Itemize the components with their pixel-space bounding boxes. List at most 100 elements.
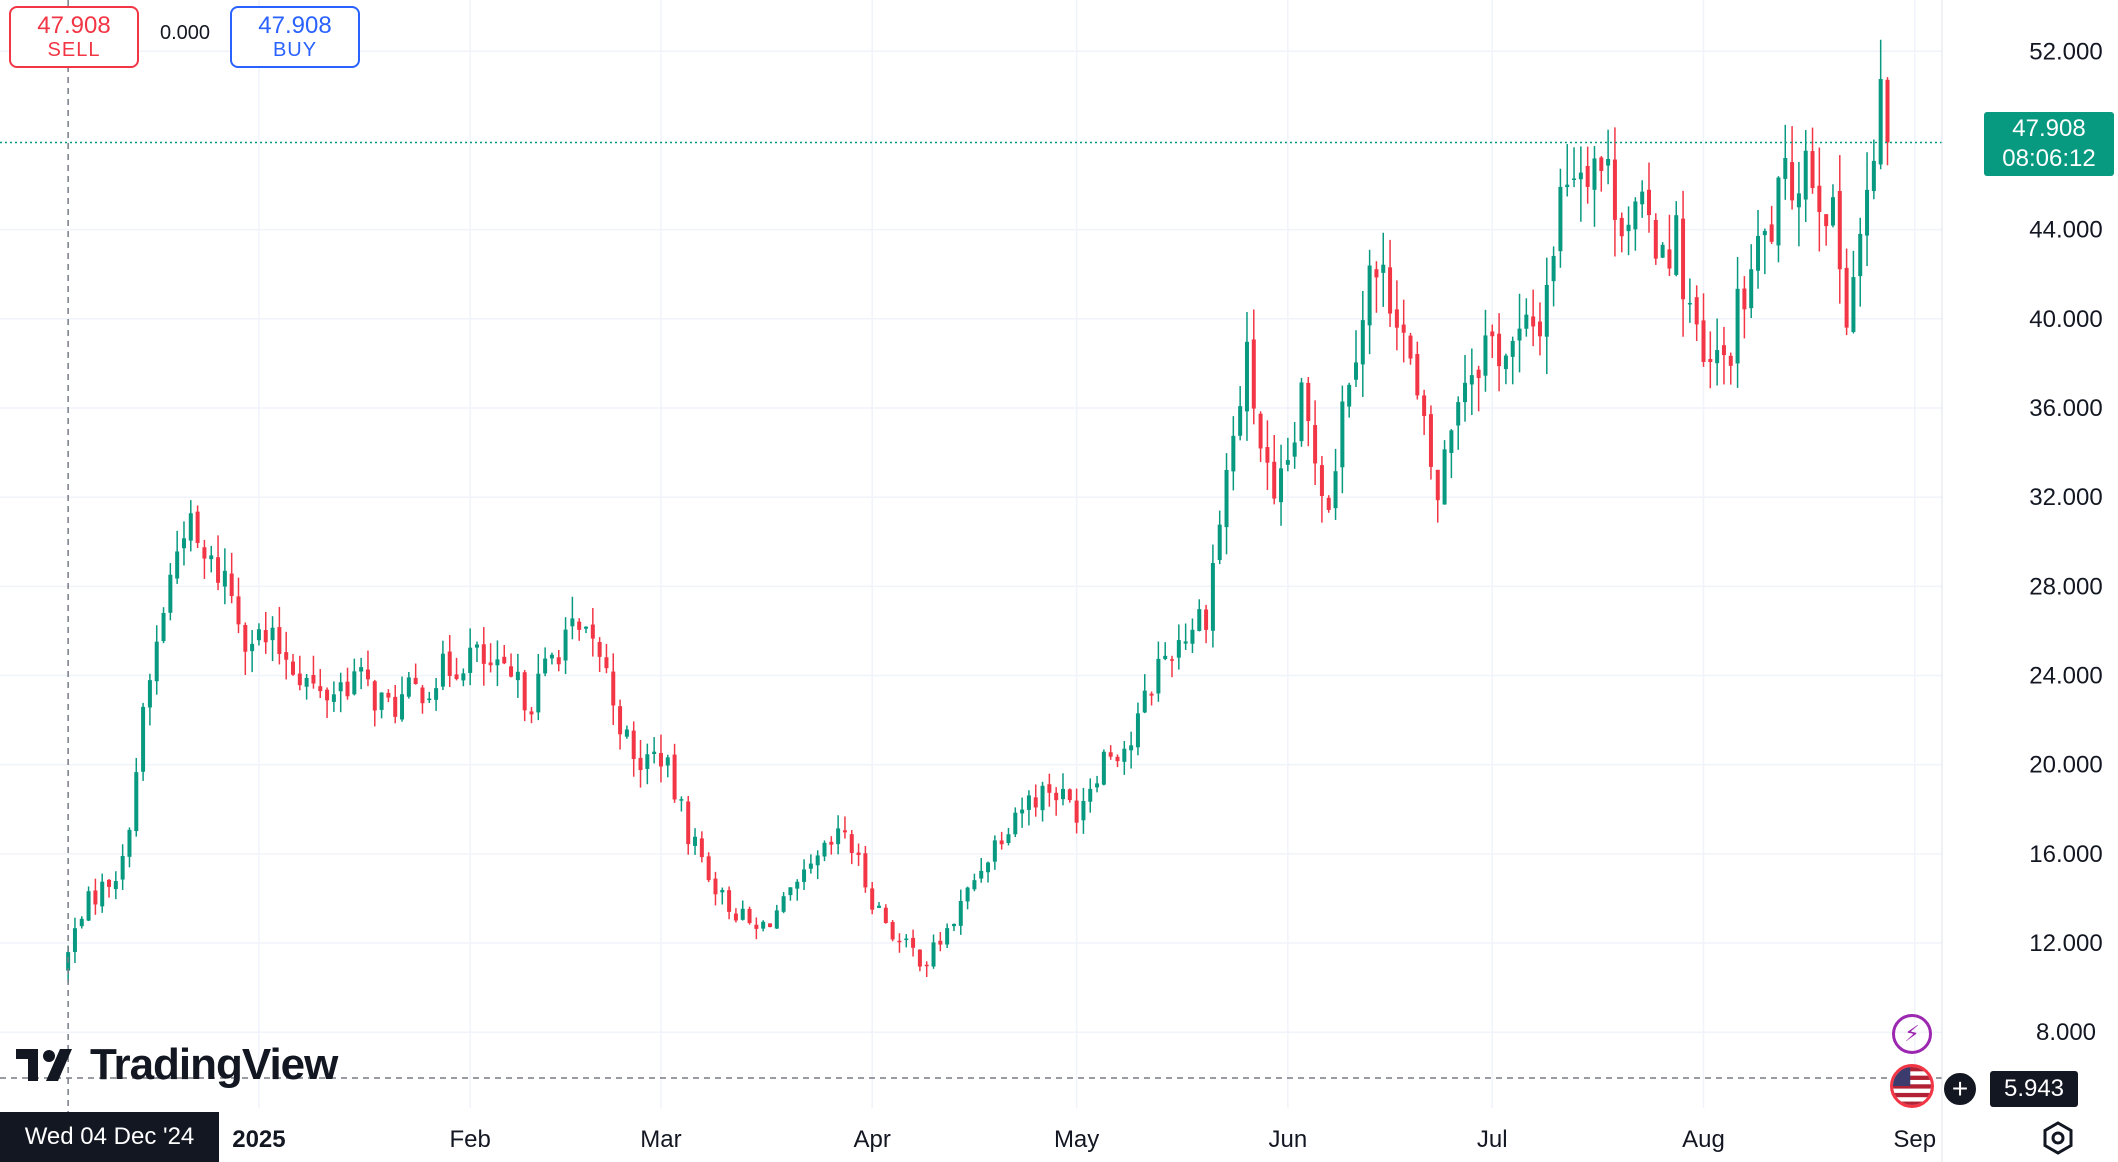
candle-body — [1463, 382, 1468, 403]
candle-body — [202, 547, 207, 559]
candle-body — [1865, 189, 1870, 236]
candle-body — [1013, 812, 1018, 835]
sell-button[interactable]: 47.908 SELL — [9, 6, 139, 68]
candle-body — [1749, 269, 1754, 309]
candle-body — [1490, 331, 1495, 337]
candle-body — [100, 881, 105, 907]
candle-body — [400, 694, 405, 720]
candle-body — [652, 751, 657, 755]
candle-body — [161, 612, 166, 642]
candle-body — [1067, 789, 1072, 801]
y-tick-label: 12.000 — [2029, 930, 2102, 957]
candle-body — [1885, 79, 1890, 143]
settings-icon[interactable] — [2040, 1120, 2076, 1156]
candle-body — [86, 891, 91, 921]
candle-body — [1285, 460, 1290, 465]
candle-body — [1565, 184, 1570, 188]
low-price-tag: 5.943 — [1990, 1071, 2078, 1107]
candle-body — [1858, 233, 1863, 277]
candle-body — [1129, 745, 1134, 751]
candle-body — [168, 574, 173, 613]
candle-body — [1449, 430, 1454, 453]
candle-body — [1796, 193, 1801, 208]
candle-body — [774, 910, 779, 929]
tradingview-logo[interactable]: TradingView — [16, 1038, 338, 1092]
candle-body — [1374, 269, 1379, 278]
bolt-icon[interactable]: ⚡ — [1892, 1014, 1932, 1054]
candle-body — [556, 657, 561, 665]
candle-body — [1367, 265, 1372, 326]
candle-body — [1592, 158, 1597, 190]
candle-body — [474, 644, 479, 648]
candle-body — [624, 729, 629, 737]
chart-overlay — [0, 0, 1942, 1112]
candle-body — [1878, 79, 1883, 165]
candle-body — [611, 671, 616, 706]
candle-body — [134, 772, 139, 832]
y-tick-label: 24.000 — [2029, 663, 2102, 690]
candle-body — [1483, 335, 1488, 376]
candle-body — [93, 890, 98, 905]
candle-body — [1101, 751, 1106, 785]
spread-value: 0.000 — [159, 22, 211, 44]
candle-body — [1197, 609, 1202, 631]
candle-body — [761, 921, 766, 929]
y-tick-label: 44.000 — [2029, 217, 2102, 244]
candle-body — [1299, 382, 1304, 442]
candle-body — [665, 757, 670, 766]
candle-body — [1224, 470, 1229, 528]
candle-body — [1238, 406, 1243, 436]
candle-body — [79, 918, 84, 927]
candle-body — [1837, 191, 1842, 270]
candle-body — [1265, 447, 1270, 463]
candle-body — [992, 840, 997, 862]
candle-body — [1428, 414, 1433, 467]
candle-body — [420, 687, 425, 704]
candle-body — [1108, 752, 1113, 757]
candle-body — [945, 928, 950, 945]
candle-body — [222, 570, 227, 587]
candle-body — [1585, 166, 1590, 187]
candle-body — [359, 667, 364, 672]
candle-body — [1721, 345, 1726, 356]
candle-body — [1088, 788, 1093, 802]
candle-body — [536, 673, 541, 713]
buy-button[interactable]: 47.908 BUY — [230, 6, 360, 68]
y-tick-label: 20.000 — [2029, 752, 2102, 779]
candle-body — [1292, 442, 1297, 457]
candle-body — [509, 666, 514, 677]
candle-body — [965, 887, 970, 902]
candle-body — [325, 689, 330, 701]
candle-body — [584, 626, 589, 629]
plus-icon[interactable]: + — [1942, 1071, 1978, 1107]
candle-body — [1776, 177, 1781, 246]
candle-body — [1469, 375, 1474, 385]
us-flag-icon[interactable] — [1890, 1064, 1934, 1108]
candle-body — [638, 757, 643, 771]
candle-body — [1006, 834, 1011, 844]
candle-body — [1790, 162, 1795, 201]
candle-body — [1340, 401, 1345, 468]
candle-body — [386, 692, 391, 698]
crosshair-date: Wed 04 Dec '24 — [0, 1112, 219, 1162]
candle-body — [365, 669, 370, 680]
candle-body — [1762, 230, 1767, 236]
candle-body — [209, 555, 214, 560]
candle-body — [1769, 224, 1774, 242]
candle-body — [1599, 157, 1604, 171]
candle-body — [767, 923, 772, 927]
candle-body — [618, 706, 623, 735]
candle-body — [120, 855, 125, 880]
candle-body — [495, 659, 500, 666]
last-price-tag: 47.908 08:06:12 — [1984, 112, 2114, 176]
x-tick-label: Feb — [449, 1126, 490, 1153]
candle-body — [1715, 350, 1720, 364]
candle-body — [277, 627, 282, 654]
candle-body — [788, 887, 793, 896]
candle-body — [1313, 425, 1318, 464]
candle-body — [1135, 713, 1140, 748]
bar-countdown: 08:06:12 — [2002, 145, 2096, 172]
candle-body — [1251, 339, 1256, 409]
candle-body — [175, 551, 180, 579]
